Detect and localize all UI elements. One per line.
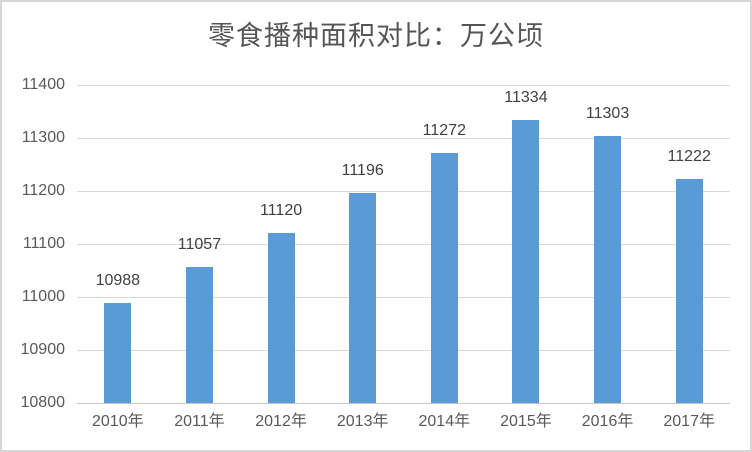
y-tick-label: 11000: [21, 288, 65, 305]
gridline: [77, 138, 730, 139]
bar-value-label: 11222: [667, 148, 711, 165]
bar-value-label: 11272: [422, 122, 466, 139]
bar: [430, 153, 458, 403]
y-tick-label: 11300: [21, 129, 65, 146]
x-tick-label: 2014年: [418, 413, 471, 430]
bar: [185, 267, 213, 403]
x-tick-label: 2017年: [663, 413, 715, 430]
bar: [594, 136, 622, 403]
gridline: [77, 244, 730, 245]
y-tick-label: 11100: [22, 235, 65, 252]
chart-title: 零食播种面积对比：万公顷: [208, 21, 544, 52]
bar: [512, 120, 540, 403]
bar-value-label: 11120: [260, 202, 303, 219]
bar: [675, 179, 703, 403]
x-tick-label: 2015年: [500, 413, 552, 430]
bar: [267, 233, 295, 403]
bar-value-label: 11303: [585, 105, 630, 122]
y-tick-label: 11200: [21, 182, 65, 199]
gridline: [77, 350, 730, 351]
y-tick-label: 11400: [21, 76, 65, 93]
bar-value-label: 11057: [177, 236, 222, 253]
x-tick-label: 2010年: [92, 413, 144, 430]
gridline: [77, 85, 730, 86]
y-tick-label: 10800: [20, 394, 66, 411]
x-axis-line: [77, 403, 730, 404]
gridline: [77, 297, 730, 298]
x-tick-label: 2012年: [255, 413, 307, 430]
bar-value-label: 11334: [504, 89, 548, 106]
x-tick-label: 2011年: [174, 413, 225, 430]
x-tick-label: 2013年: [336, 413, 389, 430]
bar-value-label: 10988: [95, 272, 141, 289]
x-tick-label: 2016年: [581, 413, 634, 430]
y-tick-label: 10900: [20, 341, 66, 358]
bar-value-label: 11196: [341, 162, 384, 179]
bar: [104, 303, 132, 403]
bar: [349, 193, 377, 403]
gridline: [77, 191, 730, 192]
